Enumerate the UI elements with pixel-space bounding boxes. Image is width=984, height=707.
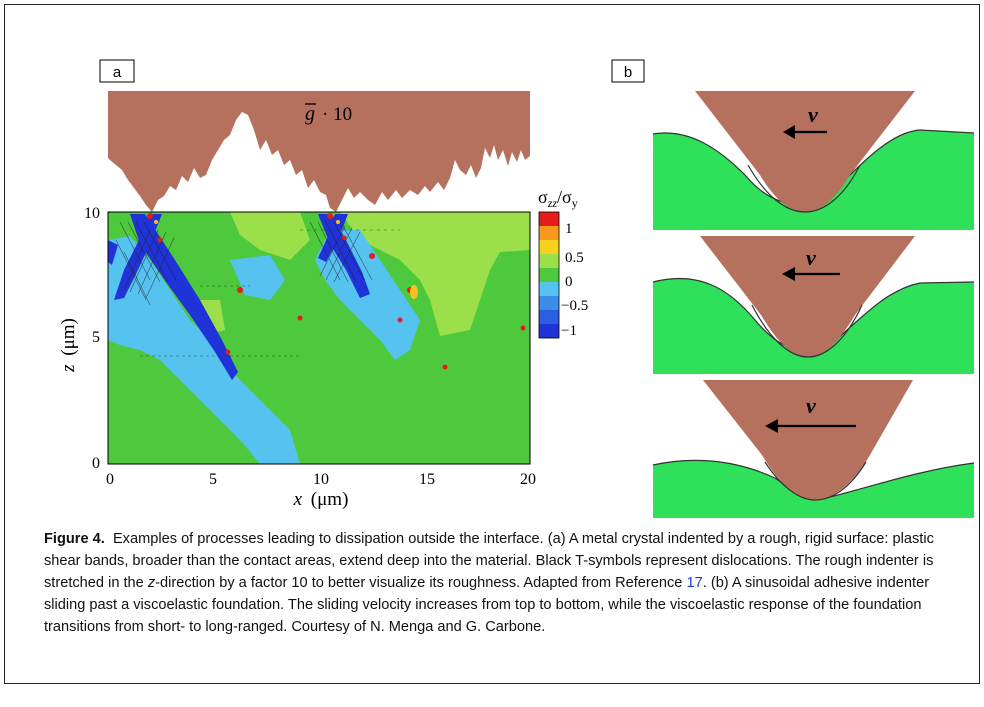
x-tick-5: 5: [209, 471, 217, 488]
velocity-label-top: v: [808, 102, 818, 127]
caption-text-2: -direction by a factor 10 to better visu…: [155, 575, 687, 591]
indenter-label-factor: · 10: [322, 104, 352, 125]
y-axis-unit: (μm): [58, 318, 79, 356]
x-tick-15: 15: [419, 471, 435, 488]
caption-text-1: Examples of processes leading to dissipa…: [44, 531, 934, 591]
colorbar: σzz/σy 1 0.5 0 −0.5 −1: [538, 187, 588, 339]
caption-z: z: [147, 575, 156, 591]
colorbar-tick-0: 0: [565, 274, 573, 290]
y-tick-10: 10: [84, 205, 100, 222]
panel-a-label: a: [113, 64, 122, 81]
y-axis-var: z: [58, 364, 79, 373]
indenter-label-g: g: [305, 103, 315, 125]
caption-title: Figure 4.: [44, 531, 105, 547]
sliding-indenter-bottom: v: [652, 380, 975, 518]
x-axis-label: x (μm): [293, 489, 349, 510]
x-tick-10: 10: [313, 471, 329, 488]
colorbar-tick-1: 1: [565, 221, 573, 237]
y-tick-5: 5: [92, 329, 100, 346]
x-tick-20: 20: [520, 471, 536, 488]
figure-frame: [4, 4, 980, 684]
colorbar-title: σzz/σy: [538, 187, 578, 210]
panel-a-label-box: [99, 59, 135, 83]
panel-b: b v v v: [611, 59, 975, 518]
x-axis-var: x: [293, 489, 303, 510]
colorbar-tick-neg1: −1: [561, 323, 577, 339]
panel-a: a g · 10: [58, 59, 588, 510]
velocity-label-bottom: v: [806, 393, 816, 418]
caption-text-3: . (b) A sinusoidal adhesive indenter sli…: [44, 575, 930, 635]
sliding-indenter-top: v: [652, 91, 975, 230]
panel-b-label: b: [624, 64, 632, 81]
x-tick-0: 0: [106, 471, 114, 488]
sliding-indenter-middle: v: [652, 236, 975, 374]
x-axis-unit: (μm): [311, 489, 349, 510]
velocity-label-middle: v: [806, 245, 816, 270]
stress-contour-plot: [107, 211, 531, 465]
figure-caption: Figure 4. Examples of processes leading …: [44, 528, 944, 638]
rough-indenter: [108, 91, 530, 212]
colorbar-tick-neg0.5: −0.5: [561, 298, 588, 314]
colorbar-tick-0.5: 0.5: [565, 250, 584, 266]
reference-link-17[interactable]: 17: [686, 575, 703, 591]
svg-text:z (μm): z (μm): [58, 318, 79, 373]
y-axis-label: z (μm): [58, 318, 79, 373]
panel-b-label-box: [611, 59, 645, 83]
y-tick-0: 0: [92, 455, 100, 472]
